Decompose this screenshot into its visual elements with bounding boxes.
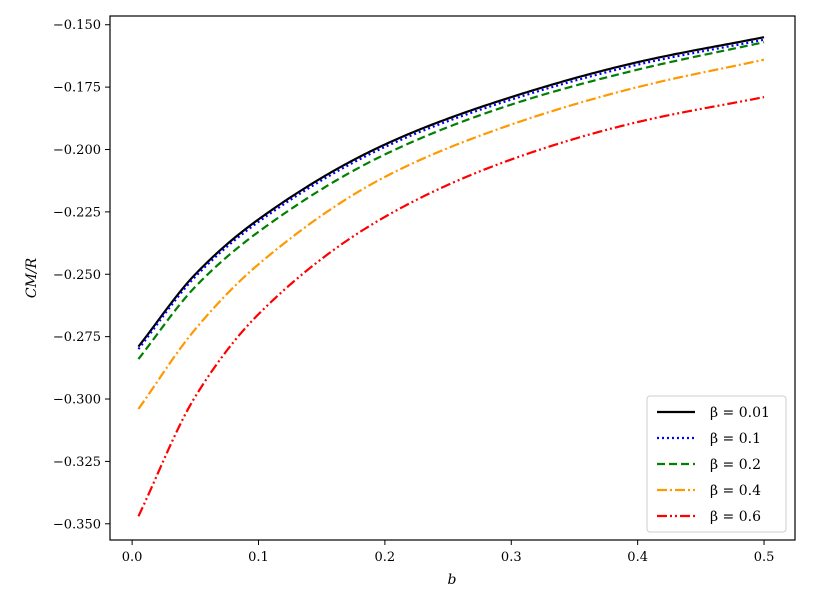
legend-label-2: β = 0.2: [710, 457, 761, 473]
x-tick-label: 0.5: [754, 550, 775, 565]
y-tick-label: −0.275: [53, 330, 101, 345]
y-tick-label: −0.150: [53, 18, 101, 33]
legend-label-0: β = 0.01: [710, 405, 770, 421]
legend-label-3: β = 0.4: [710, 483, 761, 499]
x-axis-label: b: [448, 572, 457, 588]
series-layer: [137, 36, 765, 517]
x-tick-label: 0.0: [122, 550, 143, 565]
y-axis-label: CM/R: [24, 257, 40, 298]
y-axis-ticks: −0.350 −0.325 −0.300 −0.275 −0.250 −0.225 −0.2…: [53, 18, 110, 532]
y-tick-label: −0.325: [53, 455, 101, 470]
x-axis-ticks: 0.0 0.1 0.2 0.3 0.4 0.5: [122, 540, 775, 565]
series-line-1: [137, 38, 765, 350]
series-line-3: [137, 58, 765, 410]
x-tick-label: 0.2: [375, 550, 396, 565]
x-tick-label: 0.4: [627, 550, 648, 565]
series-line-4: [137, 96, 765, 517]
plot-frame: [109, 15, 796, 541]
x-tick-label: 0.1: [248, 550, 269, 565]
y-tick-label: −0.300: [53, 393, 101, 408]
legend-label-4: β = 0.6: [710, 509, 761, 525]
legend-box: [646, 395, 787, 533]
series-line-0: [137, 36, 765, 348]
series-line-2: [137, 41, 765, 360]
y-tick-label: −0.350: [53, 517, 101, 532]
legend: β = 0.01 β = 0.1 β = 0.2 β = 0.4 β = 0.6: [646, 395, 787, 533]
x-tick-label: 0.3: [501, 550, 522, 565]
y-tick-label: −0.200: [53, 143, 101, 158]
y-tick-label: −0.175: [53, 81, 101, 96]
y-tick-label: −0.225: [53, 205, 101, 220]
legend-label-1: β = 0.1: [710, 431, 761, 447]
y-tick-label: −0.250: [53, 268, 101, 283]
